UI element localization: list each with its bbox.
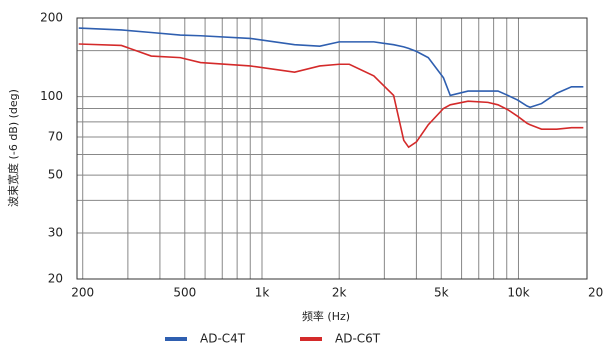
y-tick-label: 50 <box>48 168 63 182</box>
x-tick-label: 1k <box>255 286 270 300</box>
y-tick-label: 200 <box>40 11 63 25</box>
x-tick-label: 500 <box>173 286 196 300</box>
y-tick-label: 30 <box>48 226 63 240</box>
y-tick-label: 70 <box>48 129 63 143</box>
x-axis-label: 频率 (Hz) <box>302 309 350 323</box>
x-tick-label: 200 <box>71 286 94 300</box>
plot-frame <box>76 17 588 280</box>
series-line <box>78 43 584 149</box>
x-tick-label: 2k <box>332 286 347 300</box>
y-tick-label: 20 <box>48 272 63 286</box>
legend-label: AD-C4T <box>200 332 246 346</box>
x-tick-label: 20 <box>588 286 603 300</box>
y-axis-label: 波束宽度 (-6 dB) (deg) <box>6 89 20 207</box>
series-line <box>78 27 584 109</box>
legend-label: AD-C6T <box>335 332 381 346</box>
x-tick-label: 5k <box>434 286 449 300</box>
x-tick-label: 10k <box>507 286 529 300</box>
y-tick-label: 100 <box>40 89 63 103</box>
